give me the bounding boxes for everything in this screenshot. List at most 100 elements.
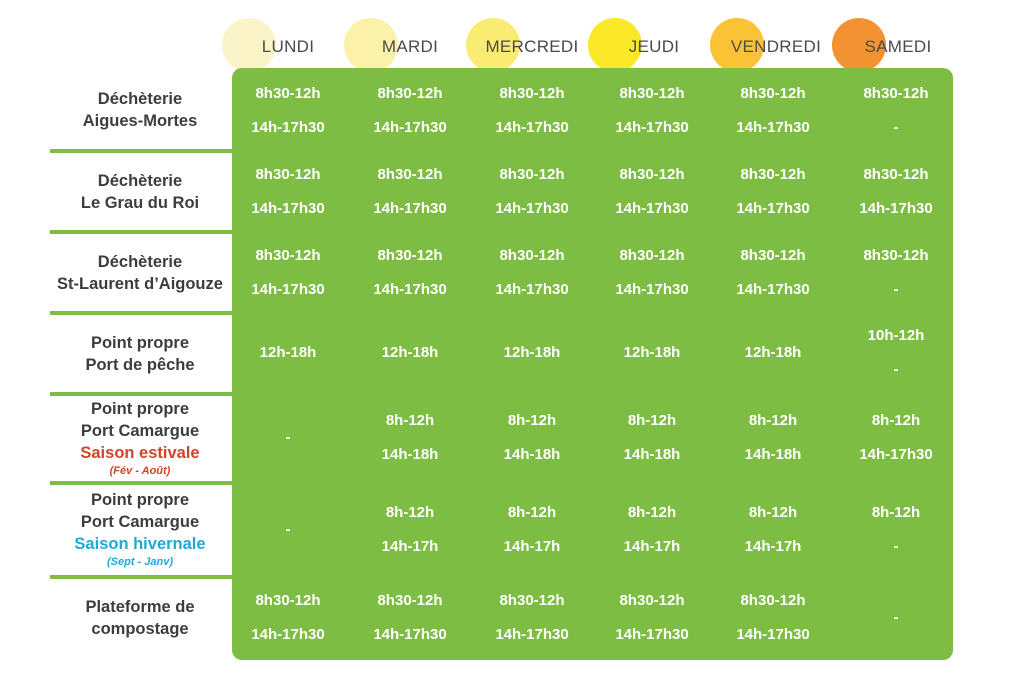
label-line: Port Camargue (80, 513, 200, 531)
day-label: JEUDI (628, 37, 680, 56)
time-slot: 14h-18h (503, 446, 561, 463)
schedule-cell: 8h30-12h 14h-17h30 (472, 239, 592, 307)
label-line: Aigues-Mortes (82, 112, 198, 130)
time-slot: 14h-17h30 (495, 119, 569, 136)
time-slot: 14h-17h30 (736, 281, 810, 298)
time-slot: 8h30-12h (377, 166, 443, 183)
time-slot: 14h-17h30 (736, 626, 810, 643)
schedule-cell: 8h-12h - (836, 496, 956, 564)
schedule-cell: 8h-12h 14h-18h (592, 404, 712, 472)
label-line: Plateforme de (85, 598, 195, 616)
schedule-cell: 8h30-12h - (836, 239, 956, 307)
time-slot: 8h30-12h (740, 592, 806, 609)
schedule-cell: - (228, 421, 348, 455)
schedule-cell: 8h30-12h 14h-17h30 (592, 584, 712, 652)
schedule-cell: 8h30-12h 14h-17h30 (472, 77, 592, 145)
schedule-cell: 8h-12h 14h-17h (472, 496, 592, 564)
time-slot: - (285, 429, 291, 446)
label-line: Déchèterie (97, 253, 183, 271)
time-slot: - (893, 538, 899, 555)
time-slot: - (893, 119, 899, 136)
schedule-cell: - (228, 513, 348, 547)
day-circle (222, 18, 276, 72)
season-label: Saison hivernale (74, 535, 206, 553)
time-slot: 8h30-12h (863, 247, 929, 264)
row-label-compostage: Plateforme de compostage (50, 596, 230, 640)
time-slot: 8h30-12h (499, 85, 565, 102)
schedule-cell: 8h-12h 14h-17h30 (836, 404, 956, 472)
day-header-jeudi: JEUDI (588, 18, 714, 72)
schedule-cell: 12h-18h (350, 336, 470, 370)
schedule-cell: 8h30-12h 14h-17h30 (713, 239, 833, 307)
row-label-port-de-peche: Point propre Port de pêche (50, 332, 230, 376)
schedule-cell: 12h-18h (228, 336, 348, 370)
schedule-cell: 8h30-12h 14h-17h30 (592, 239, 712, 307)
time-slot: 14h-17h (744, 538, 802, 555)
label-line: Le Grau du Roi (80, 194, 200, 212)
time-slot: 8h30-12h (740, 247, 806, 264)
time-slot: 14h-17h30 (736, 200, 810, 217)
day-label: SAMEDI (864, 37, 932, 56)
time-slot: 8h30-12h (619, 592, 685, 609)
schedule-cell: 8h30-12h 14h-17h30 (713, 158, 833, 226)
label-line: Port de pêche (85, 356, 195, 374)
time-slot: 14h-17h30 (251, 200, 325, 217)
label-line: compostage (91, 620, 189, 638)
time-slot: 8h30-12h (377, 247, 443, 264)
time-slot: 8h-12h (871, 504, 921, 521)
time-slot: 14h-17h (623, 538, 681, 555)
day-header-mercredi: MERCREDI (466, 18, 592, 72)
row-label-grau-du-roi: Déchèterie Le Grau du Roi (50, 170, 230, 214)
day-circle (832, 18, 886, 72)
time-slot: 8h-12h (871, 412, 921, 429)
time-slot: 14h-17h30 (615, 119, 689, 136)
schedule-cell: 8h30-12h 14h-17h30 (228, 158, 348, 226)
day-circle (466, 18, 520, 72)
schedule-cell: 8h30-12h 14h-17h30 (228, 77, 348, 145)
schedule-cell: 8h-12h 14h-17h (713, 496, 833, 564)
time-slot: 14h-17h30 (495, 626, 569, 643)
season-dates: (Sept - Janv) (106, 556, 173, 568)
day-circle (344, 18, 398, 72)
schedule-cell: 8h30-12h 14h-17h30 (472, 584, 592, 652)
time-slot: 12h-18h (259, 344, 317, 361)
time-slot: 14h-17h30 (495, 281, 569, 298)
time-slot: 10h-12h (867, 327, 925, 344)
schedule-cell: 8h-12h 14h-18h (472, 404, 592, 472)
schedule-cell: 12h-18h (713, 336, 833, 370)
time-slot: 14h-17h30 (251, 119, 325, 136)
day-label: LUNDI (261, 37, 315, 56)
time-slot: 8h30-12h (377, 592, 443, 609)
time-slot: 14h-18h (744, 446, 802, 463)
time-slot: - (285, 521, 291, 538)
row-divider (50, 311, 953, 315)
schedule-cell: 8h30-12h 14h-17h30 (350, 584, 470, 652)
day-header-samedi: SAMEDI (832, 18, 958, 72)
time-slot: 8h-12h (627, 504, 677, 521)
time-slot: 12h-18h (744, 344, 802, 361)
schedule-cell: 8h30-12h 14h-17h30 (228, 584, 348, 652)
time-slot: 14h-17h30 (373, 200, 447, 217)
time-slot: - (893, 361, 899, 378)
time-slot: 12h-18h (503, 344, 561, 361)
time-slot: 14h-17h30 (495, 200, 569, 217)
time-slot: 14h-17h30 (615, 626, 689, 643)
day-label: MERCREDI (485, 37, 579, 56)
time-slot: 8h30-12h (863, 85, 929, 102)
schedule-cell: 12h-18h (472, 336, 592, 370)
time-slot: 8h30-12h (863, 166, 929, 183)
label-line: Déchèterie (97, 90, 183, 108)
row-label-port-camargue-hiver: Point propre Port Camargue Saison hivern… (50, 489, 230, 569)
time-slot: 8h30-12h (499, 166, 565, 183)
label-line: Point propre (90, 334, 190, 352)
time-slot: 8h30-12h (255, 592, 321, 609)
time-slot: 14h-17h30 (615, 281, 689, 298)
time-slot: 8h-12h (627, 412, 677, 429)
schedule-cell: 8h-12h 14h-17h (592, 496, 712, 564)
time-slot: 8h30-12h (255, 166, 321, 183)
row-divider (50, 230, 953, 234)
season-dates: (Fév - Août) (109, 465, 171, 477)
time-slot: 8h30-12h (619, 85, 685, 102)
row-label-port-camargue-ete: Point propre Port Camargue Saison estiva… (50, 398, 230, 478)
time-slot: 8h30-12h (255, 85, 321, 102)
